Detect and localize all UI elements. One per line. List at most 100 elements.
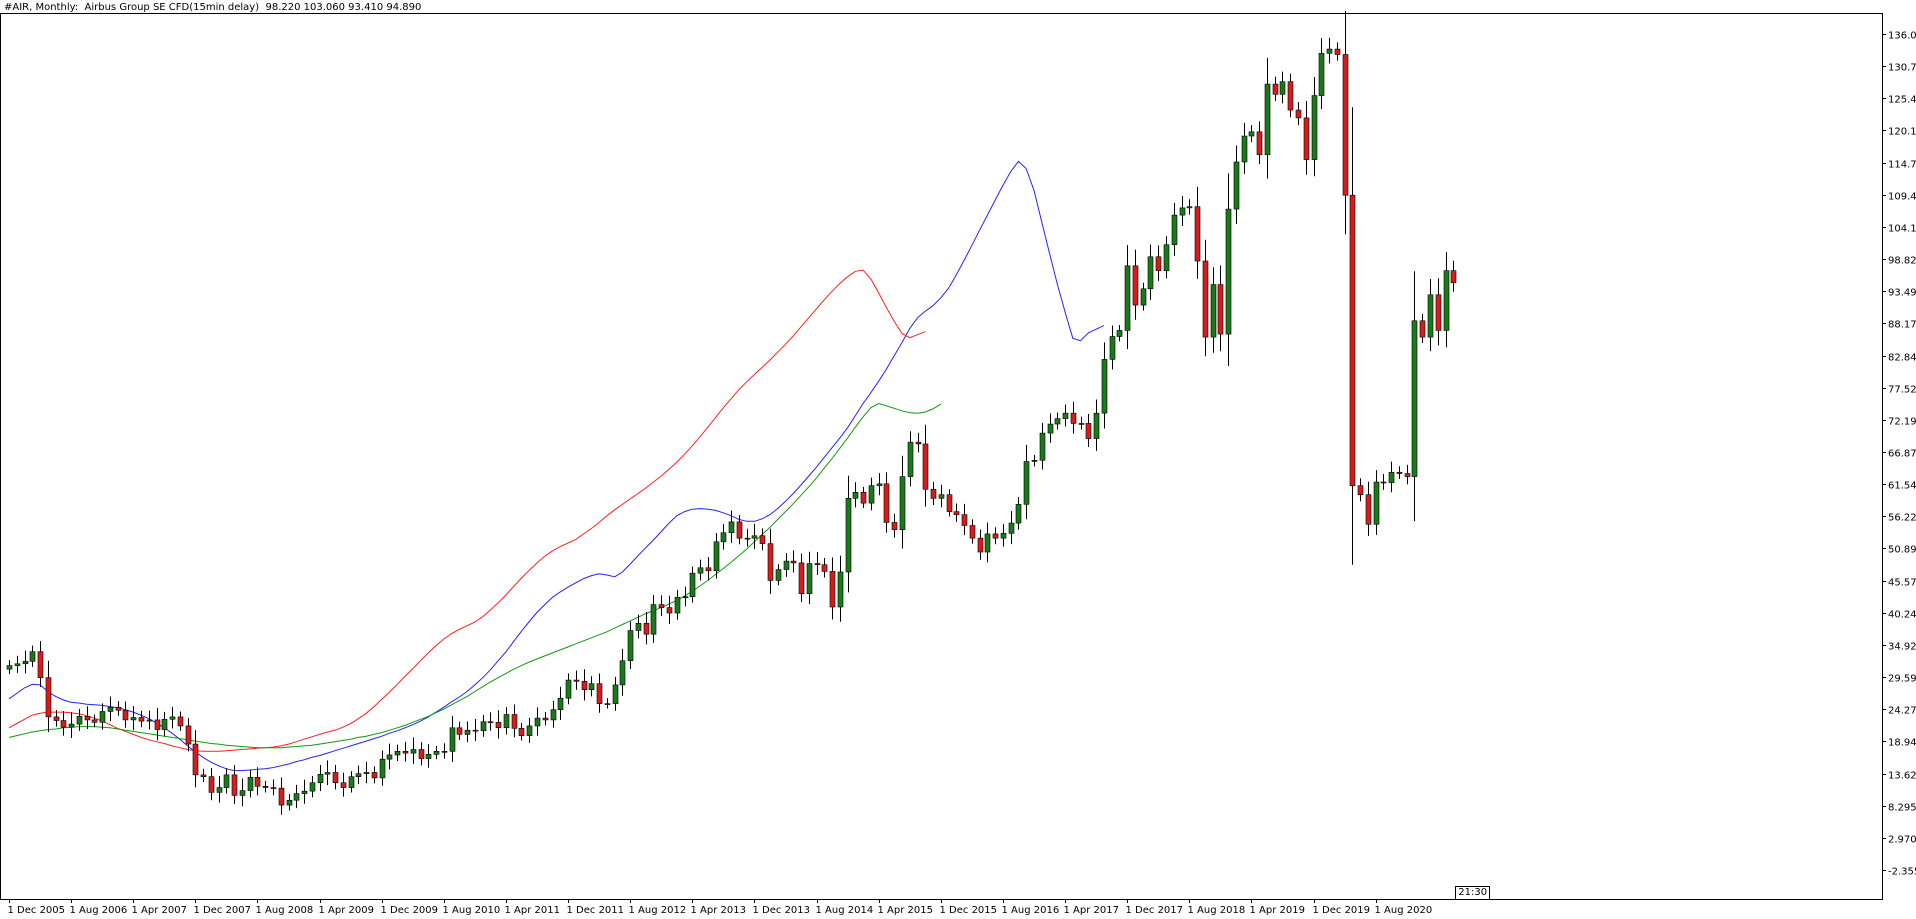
y-tick-label: 8.295 (1888, 803, 1916, 814)
x-tick-label: 1 Apr 2009 (319, 905, 374, 916)
x-tick-label: 1 Dec 2015 (940, 905, 998, 916)
ma-line (8, 160, 1105, 772)
x-tick-label: 1 Dec 2019 (1313, 905, 1371, 916)
candle-body (270, 787, 277, 789)
candle-body (1373, 481, 1380, 525)
candle-body (930, 488, 937, 499)
instrument-description: Airbus Group SE CFD(15min delay) (84, 2, 260, 13)
candle-body (1256, 131, 1263, 156)
candle-body (837, 571, 844, 608)
chart-header: #AIR, Monthly: Airbus Group SE CFD(15min… (4, 2, 421, 13)
y-tick-label: -2.355 (1888, 867, 1916, 878)
candle-body (821, 564, 828, 572)
candle-body (767, 543, 774, 581)
symbol-label: #AIR, Monthly: (4, 2, 79, 13)
candle-body (402, 751, 409, 754)
candle-body (37, 651, 44, 678)
y-tick-label: 120.120 (1888, 127, 1916, 138)
y-tick-label: 34.920 (1888, 642, 1916, 653)
candle-body (1380, 481, 1387, 484)
candle-body (1279, 81, 1286, 95)
candle-body (418, 749, 425, 759)
candle-body (146, 719, 153, 722)
x-tick-label: 1 Aug 2014 (816, 905, 874, 916)
candle-body (1311, 95, 1318, 160)
candle-body (953, 511, 960, 515)
candle-body (565, 679, 572, 699)
candle-body (1450, 270, 1457, 284)
candle-body (29, 651, 36, 662)
candle-body (200, 774, 207, 777)
candle-body (1171, 214, 1178, 246)
candle-body (332, 772, 339, 784)
candle-body (154, 719, 161, 730)
candle-body (720, 532, 727, 543)
y-tick-label: 109.470 (1888, 192, 1916, 203)
candle-body (441, 751, 448, 753)
candle-body (1101, 359, 1108, 414)
candle-body (604, 703, 611, 705)
candle-body (790, 560, 797, 564)
candle-body (728, 521, 735, 534)
candle-body (169, 716, 176, 720)
y-tick-label: 114.795 (1888, 160, 1916, 171)
candle-body (1334, 48, 1341, 55)
candle-body (1241, 135, 1248, 163)
candle-body (1233, 161, 1240, 210)
candle-body (588, 683, 595, 691)
candle-body (262, 786, 269, 788)
y-tick-label: 13.620 (1888, 771, 1916, 782)
candle-body (542, 717, 549, 721)
x-tick-label: 1 Dec 2013 (753, 905, 811, 916)
candle-body (340, 782, 347, 788)
candle-body (231, 774, 238, 796)
candle-body (845, 498, 852, 573)
candle-body (806, 563, 813, 595)
y-tick-label: 72.195 (1888, 417, 1916, 428)
x-tick-label: 1 Aug 2020 (1375, 905, 1433, 916)
candle-body (713, 541, 720, 572)
x-tick-label: 1 Dec 2007 (194, 905, 252, 916)
x-tick-label: 1 Dec 2005 (8, 905, 66, 916)
candle-body (635, 623, 642, 631)
candle-body (1388, 472, 1395, 483)
candle-body (1054, 418, 1061, 425)
candle-body (487, 721, 494, 724)
y-tick-label: 77.520 (1888, 385, 1916, 396)
candle-body (1303, 117, 1310, 160)
candle-body (91, 719, 98, 723)
candle-body (596, 683, 603, 704)
candle-body (1155, 256, 1162, 271)
candle-body (518, 728, 525, 736)
x-tick-label: 1 Apr 2007 (132, 905, 187, 916)
candle-body (6, 665, 13, 670)
y-tick-label: 24.270 (1888, 706, 1916, 717)
candle-body (938, 494, 945, 499)
candle-body (643, 623, 650, 635)
candle-body (736, 521, 743, 539)
candle-body (394, 751, 401, 756)
candle-body (907, 441, 914, 477)
candle-body (130, 717, 137, 721)
candle-body (472, 729, 479, 732)
candle-body (534, 717, 541, 727)
x-tick-label: 1 Apr 2013 (691, 905, 746, 916)
candle-body (301, 790, 308, 794)
candle-body (798, 562, 805, 595)
candle-body (829, 571, 836, 608)
candle-body (60, 720, 67, 728)
candle-body (185, 725, 192, 745)
candle-body (1202, 260, 1209, 338)
candle-body (208, 776, 215, 793)
x-tick-label: 1 Apr 2019 (1250, 905, 1305, 916)
candle-body (1411, 320, 1418, 477)
candle-body (425, 754, 432, 759)
candle-body (456, 727, 463, 735)
y-tick-label: 104.145 (1888, 224, 1916, 235)
x-tick-label: 1 Aug 2010 (443, 905, 501, 916)
candle-body (682, 596, 689, 599)
x-tick-label: 1 Aug 2018 (1188, 905, 1246, 916)
candle-body (286, 799, 293, 806)
candle-body (961, 514, 968, 526)
